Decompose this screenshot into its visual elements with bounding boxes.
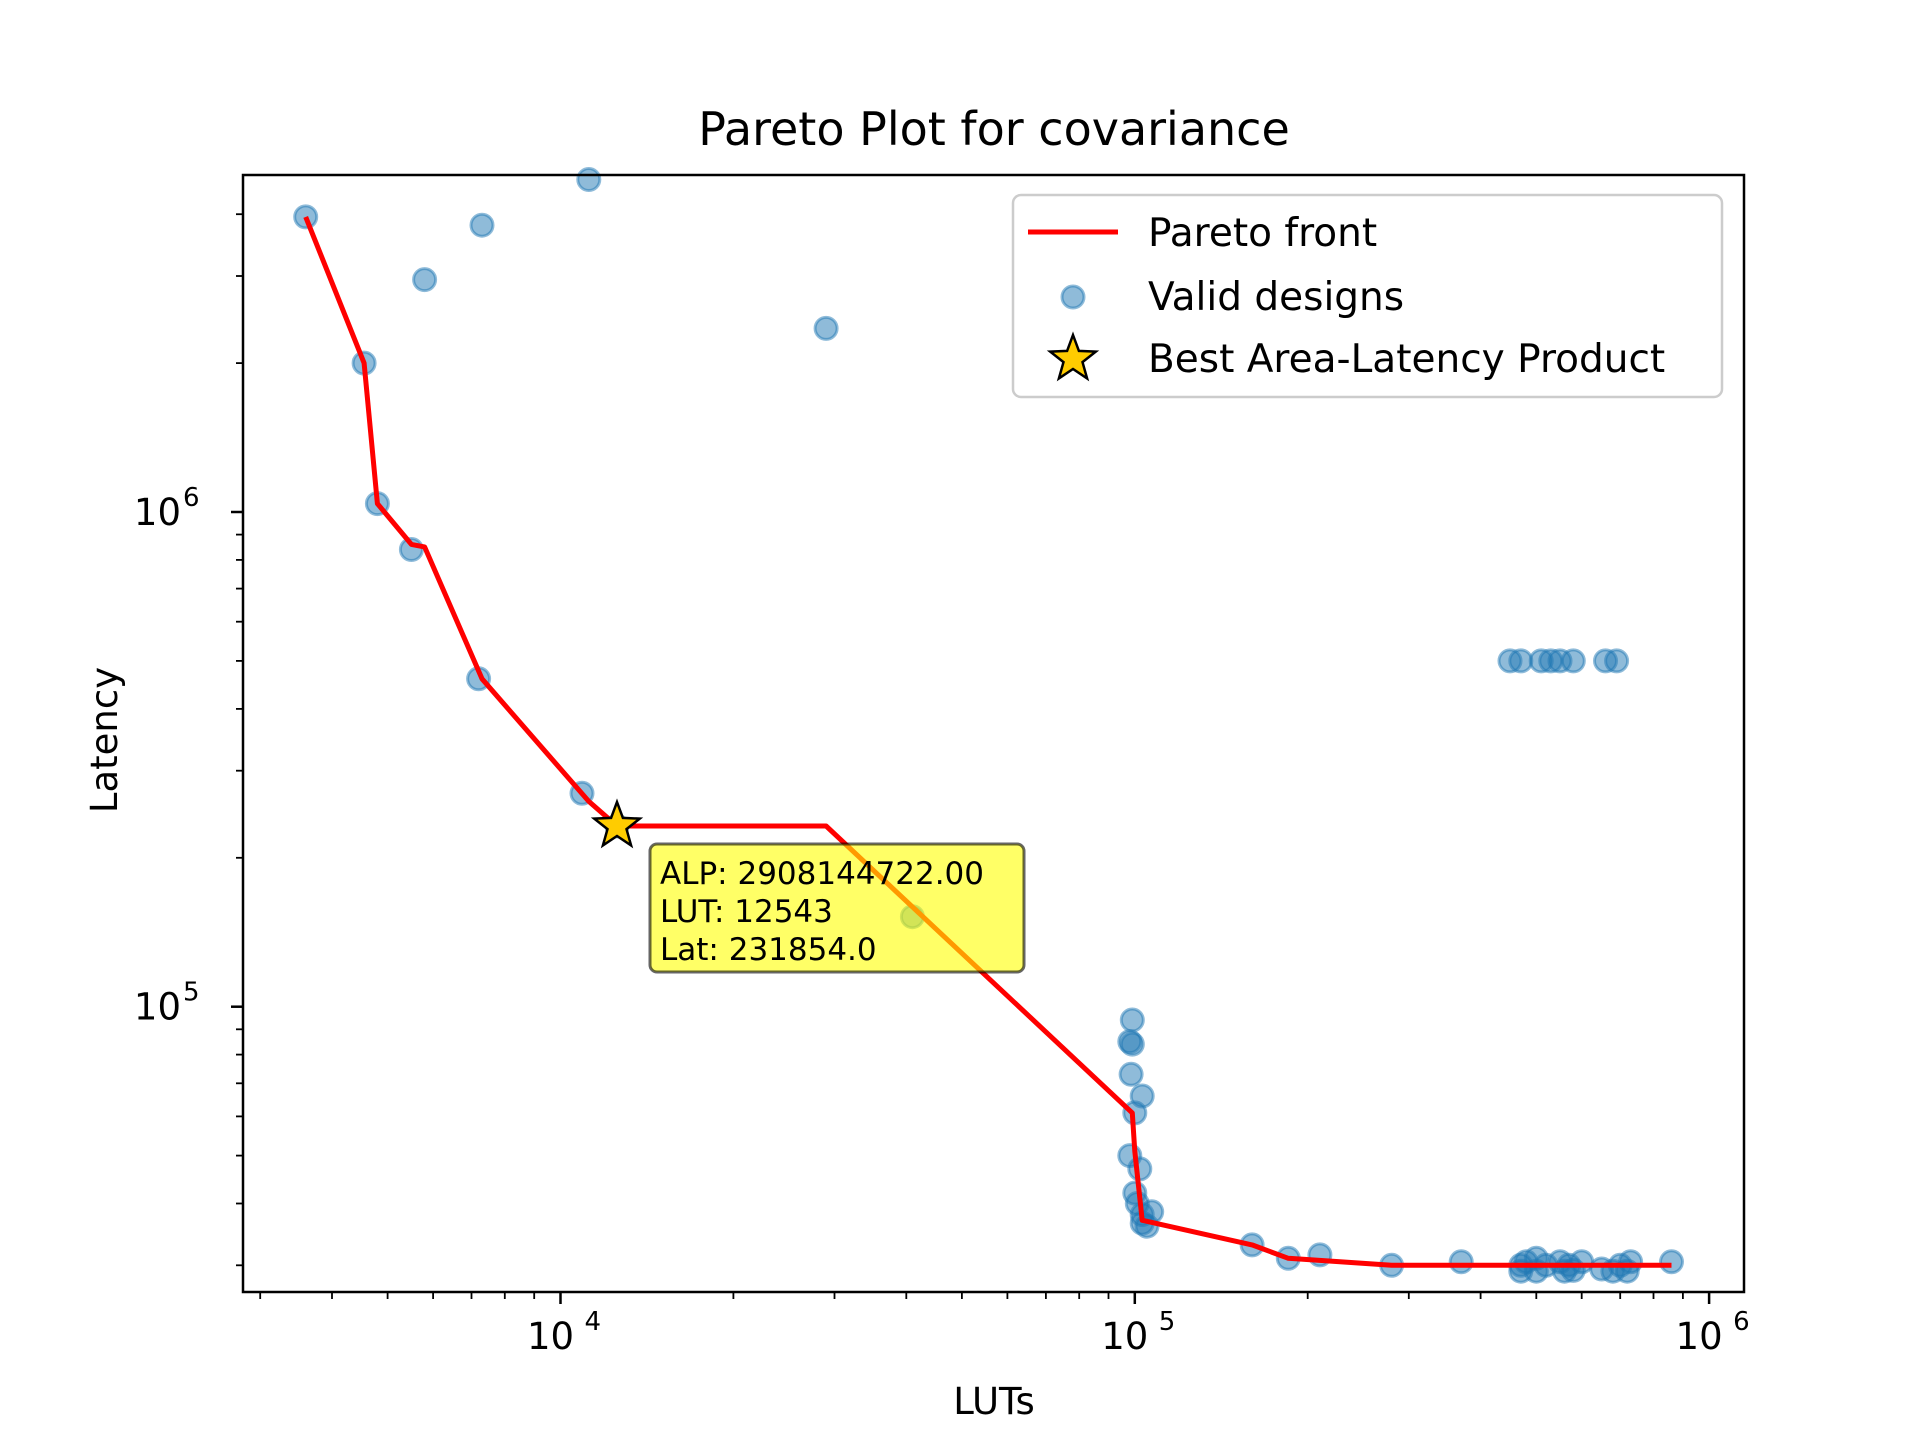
data-point <box>1119 1031 1145 1057</box>
y-axis-label: Latency <box>83 667 126 813</box>
data-point <box>469 212 495 238</box>
data-point <box>1134 1213 1160 1239</box>
data-point <box>1119 1007 1145 1033</box>
legend-star-icon <box>1046 331 1100 382</box>
annotation-line: Lat: 231854.0 <box>660 932 877 968</box>
x-tick-label: 10 <box>1101 1315 1148 1358</box>
axes-frame <box>241 173 1746 1294</box>
chart-title: Pareto Plot for covariance <box>698 102 1290 156</box>
annotation-box <box>648 842 1026 974</box>
data-point <box>813 315 839 341</box>
data-point <box>576 167 602 192</box>
legend-label-pareto-front: Pareto front <box>1148 211 1377 256</box>
annotation-line: ALP: 2908144722.00 <box>660 856 984 892</box>
data-point <box>1448 1249 1474 1275</box>
data-point <box>1560 648 1586 674</box>
x-tick-exponent: 4 <box>585 1307 602 1337</box>
axis-ticks: 10 4 10 5 10 610 510 6 <box>134 213 1750 1358</box>
data-point <box>1659 1249 1684 1275</box>
y-tick-label: 10 <box>134 986 181 1029</box>
data-point <box>1560 1257 1586 1283</box>
y-tick-exponent: 6 <box>183 483 200 513</box>
x-tick-label: 10 <box>1676 1315 1723 1358</box>
legend: Pareto front Valid designs Best Area-Lat… <box>1011 193 1724 399</box>
legend-marker-swatch <box>1060 284 1086 310</box>
y-tick-label: 10 <box>134 491 181 534</box>
legend-label-valid-designs: Valid designs <box>1148 275 1404 320</box>
x-tick-exponent: 5 <box>1159 1307 1176 1337</box>
legend-box <box>1011 193 1724 399</box>
y-tick-exponent: 5 <box>183 978 200 1008</box>
data-point <box>1508 648 1534 674</box>
data-point <box>1118 1061 1144 1087</box>
annotation-line: LUT: 12543 <box>660 894 833 930</box>
x-tick-label: 10 <box>527 1315 574 1358</box>
x-tick-exponent: 6 <box>1733 1307 1750 1337</box>
data-point <box>412 267 438 293</box>
legend-label-best-alp: Best Area-Latency Product <box>1148 337 1665 382</box>
pareto-front-line <box>303 215 1672 1268</box>
data-point <box>1604 648 1630 674</box>
best-alp-star <box>590 798 644 849</box>
x-axis-label: LUTs <box>953 1380 1035 1423</box>
